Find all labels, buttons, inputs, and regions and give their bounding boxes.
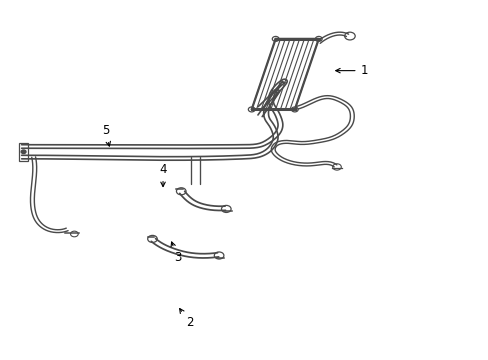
Text: 4: 4 xyxy=(159,163,166,186)
Circle shape xyxy=(21,150,26,154)
Text: 5: 5 xyxy=(102,124,110,146)
Text: 3: 3 xyxy=(171,242,181,264)
Text: 1: 1 xyxy=(335,64,367,77)
Text: 2: 2 xyxy=(179,309,193,329)
Bar xyxy=(19,143,28,161)
